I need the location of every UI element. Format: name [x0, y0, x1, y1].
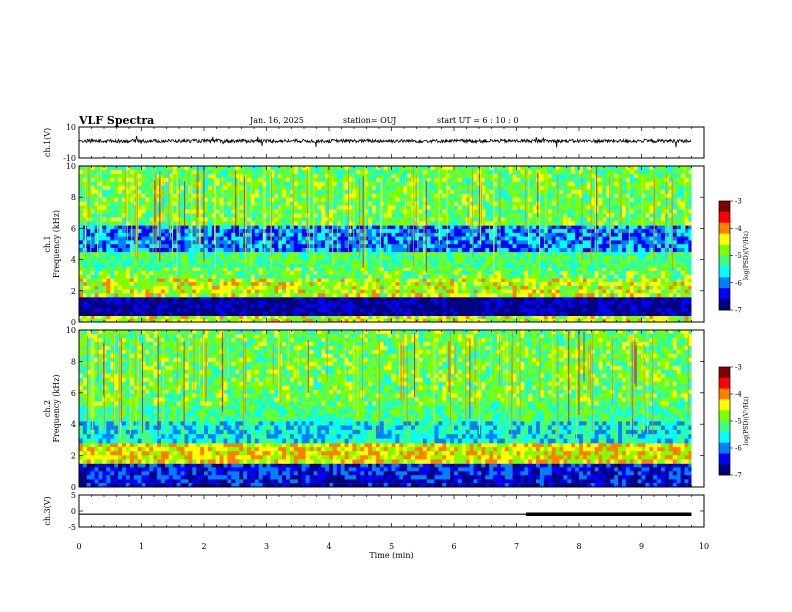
y-tick-label: 0 [71, 483, 76, 492]
y-axis-label: Frequency (kHz) [52, 374, 61, 442]
y-tick-label: 6 [71, 389, 76, 398]
y-tick-label: -10 [63, 154, 76, 163]
x-tick-label: 8 [576, 542, 581, 551]
y-tick-label: 8 [71, 193, 76, 202]
colorbar-1 [718, 200, 733, 311]
y-tick-label: 2 [71, 287, 76, 296]
colorbar-tick-label: -6 [735, 445, 742, 453]
y-tick-label: 5 [71, 491, 76, 500]
colorbar-tick-label: -3 [735, 198, 742, 206]
colorbar-tick-label: -4 [735, 391, 742, 399]
colorbar-tick-label: -3 [735, 364, 742, 372]
y-tick-label: 10 [66, 326, 76, 335]
y-tick-label: 4 [71, 420, 76, 429]
y-tick-label: -5 [68, 523, 76, 532]
colorbar-tick-label: -6 [735, 279, 742, 287]
y-tick-label: 4 [71, 256, 76, 265]
colorbar-tick-label: -4 [735, 225, 742, 233]
x-tick-label: 6 [451, 542, 456, 551]
y-axis-label: ch.2 [43, 400, 52, 417]
ch1-waveform-trace [78, 135, 692, 148]
panel-frame-4 [78, 494, 705, 528]
colorbar-label: log(PSD)(V²/Hz) [743, 231, 750, 280]
panel-frame-1 [78, 126, 705, 159]
y-axis-label: Frequency (kHz) [52, 210, 61, 278]
start-time-label: start UT = 6 : 10 : 0 [437, 116, 519, 125]
spectrogram-ch1 [79, 166, 704, 323]
date-label: Jan. 16, 2025 [250, 116, 304, 125]
x-tick-label: 9 [639, 542, 644, 551]
y-tick-label: 0 [71, 507, 76, 516]
y-axis-label: ch.1(V) [43, 128, 52, 157]
y-axis-label: ch.3(V) [43, 496, 52, 525]
x-tick-label: 10 [699, 542, 709, 551]
colorbar-2 [718, 366, 733, 476]
station-label: station= OUJ [343, 116, 397, 125]
y-tick-label: 10 [66, 123, 76, 132]
y-tick-label: 10 [66, 162, 76, 171]
colorbar-tick-label: -7 [735, 472, 742, 480]
figure-title: VLF Spectra [79, 114, 155, 127]
colorbar-label: log(PSD)(V²/Hz) [743, 397, 750, 446]
colorbar-tick-label: -5 [735, 418, 742, 426]
x-axis-label: Time (min) [369, 551, 413, 560]
y-tick-label: 8 [71, 357, 76, 366]
x-tick-label: 1 [139, 542, 144, 551]
colorbar-tick-label: -7 [735, 307, 742, 315]
x-tick-label: 5 [389, 542, 394, 551]
x-tick-label: 3 [264, 542, 269, 551]
y-tick-label: 2 [71, 452, 76, 461]
x-tick-label: 4 [326, 542, 331, 551]
y-tick-label: 0 [71, 318, 76, 327]
spectrogram-ch2 [78, 330, 704, 488]
colorbar-tick-label: -5 [735, 252, 742, 260]
x-tick-label: 0 [76, 542, 81, 551]
y-tick-label: 6 [71, 224, 76, 233]
x-tick-label: 2 [201, 542, 206, 551]
x-tick-label: 7 [514, 542, 519, 551]
y-axis-label: ch.1 [43, 235, 52, 252]
